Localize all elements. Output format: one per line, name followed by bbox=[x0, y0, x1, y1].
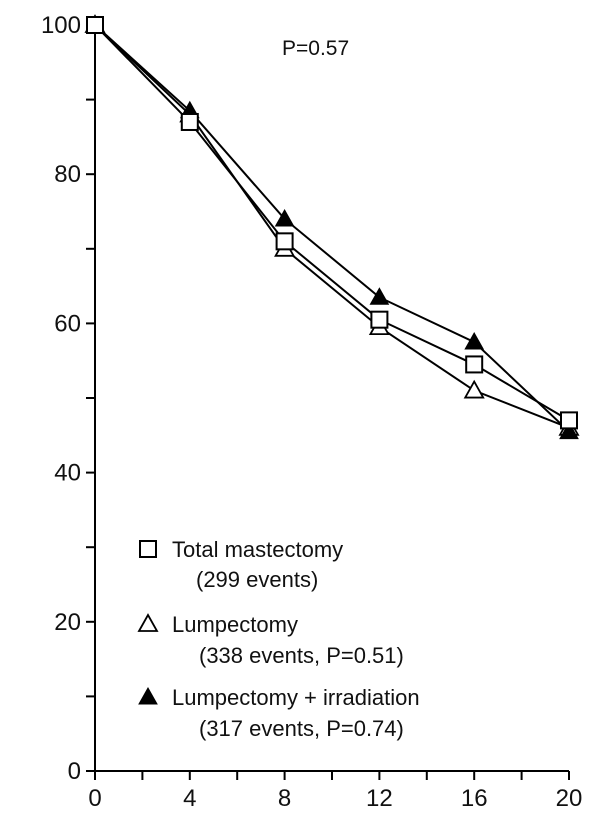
data-point-2-4 bbox=[464, 332, 485, 350]
legend-label: Lumpectomy + irradiation bbox=[172, 685, 420, 710]
legend-detail: (299 events) bbox=[196, 567, 318, 592]
legend-item: Total mastectomy (299 events) bbox=[139, 537, 343, 592]
legend-label: Total mastectomy bbox=[172, 537, 343, 562]
series-lines bbox=[94, 24, 570, 433]
data-point-2-5 bbox=[559, 421, 579, 440]
x-tick-label: 12 bbox=[366, 785, 393, 812]
y-tick-label: 80 bbox=[54, 161, 81, 188]
series-line-2 bbox=[94, 24, 570, 433]
y-tick-label: 60 bbox=[54, 310, 81, 337]
legend-detail: (317 events, P=0.74) bbox=[199, 716, 404, 741]
data-point-0-1 bbox=[180, 112, 199, 131]
y-tick-label: 20 bbox=[54, 609, 81, 636]
data-point-0-5 bbox=[560, 411, 578, 430]
legend-detail: (338 events, P=0.51) bbox=[199, 643, 404, 668]
legend-marker bbox=[139, 540, 157, 558]
y-tick-label: 0 bbox=[68, 758, 81, 785]
x-tick-label: 4 bbox=[183, 785, 196, 812]
y-tick-label: 40 bbox=[54, 460, 81, 487]
legend-marker bbox=[137, 613, 159, 632]
p-value-annotation: P=0.57 bbox=[282, 37, 349, 60]
series-markers bbox=[84, 14, 580, 440]
x-tick-label: 16 bbox=[461, 785, 488, 812]
axes: 0 20 40 60 80 100 0 4 8 12 16 20 bbox=[41, 12, 582, 812]
legend-item: Lumpectomy (338 events, P=0.51) bbox=[137, 612, 404, 668]
legend: Total mastectomy (299 events) Lumpectomy (3… bbox=[137, 537, 420, 741]
legend-marker bbox=[138, 686, 158, 705]
legend-item: Lumpectomy + irradiation (317 events, P=0… bbox=[138, 685, 420, 741]
data-point-0-0 bbox=[86, 16, 104, 34]
data-point-0-2 bbox=[275, 232, 294, 251]
series-line-1 bbox=[94, 24, 570, 429]
data-point-0-3 bbox=[370, 310, 389, 329]
y-tick-label: 100 bbox=[41, 12, 81, 39]
data-point-2-2 bbox=[274, 208, 295, 227]
series-layer bbox=[84, 14, 580, 440]
x-tick-label: 20 bbox=[556, 785, 583, 812]
x-tick-label: 0 bbox=[88, 785, 101, 812]
x-tick-label: 8 bbox=[278, 785, 291, 812]
series-line-0 bbox=[94, 24, 570, 422]
legend-label: Lumpectomy bbox=[172, 612, 298, 637]
data-point-2-3 bbox=[369, 287, 390, 305]
data-point-0-4 bbox=[465, 355, 484, 374]
data-point-1-4 bbox=[463, 379, 485, 399]
